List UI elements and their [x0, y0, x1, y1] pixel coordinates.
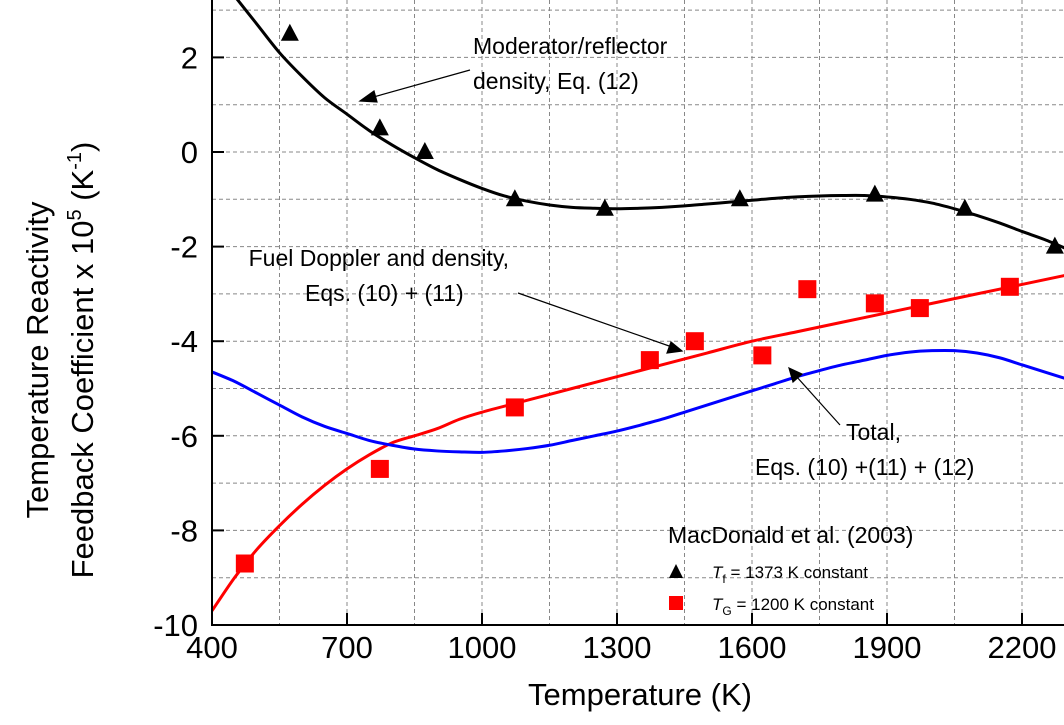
fuel-arrow-line — [517, 292, 673, 348]
data-point-square — [235, 554, 254, 573]
data-point-square — [798, 280, 817, 299]
legend-entry-square-sub: G — [722, 604, 731, 618]
x-tick-label: 2200 — [988, 630, 1057, 665]
data-point-triangle — [415, 142, 434, 159]
y-axis-title-unit-exp: -1 — [64, 152, 86, 170]
legend-marker-square — [669, 596, 683, 610]
data-point-square — [685, 332, 704, 351]
legend-title: MacDonald et al. (2003) — [668, 522, 913, 548]
total-label-line1: Total, — [846, 419, 901, 445]
series-line-fuel_curve — [212, 274, 1064, 612]
annotation-arrows — [358, 69, 841, 426]
fuel-arrow-head — [666, 340, 684, 354]
moderator-arrow-line — [369, 69, 471, 99]
y-tick-label: -8 — [170, 513, 198, 548]
legend-entry-square-text: = 1200 K constant — [732, 595, 875, 614]
y-tick-label: 0 — [181, 135, 198, 170]
series-line-total_curve — [212, 348, 1064, 454]
data-point-triangle — [505, 189, 524, 207]
total-label-line2: Eqs. (10) +(11) + (12) — [755, 454, 974, 480]
x-tick-label: 1600 — [718, 630, 787, 665]
data-point-triangle — [865, 184, 884, 202]
x-tick-label: 400 — [186, 630, 238, 665]
legend-marker-triangle — [669, 564, 683, 578]
plot-frame — [211, 0, 1064, 626]
total-arrow-line — [795, 375, 841, 426]
series-lines — [212, 0, 1064, 612]
data-point-square — [910, 299, 929, 318]
y-axis-title-line1: Temperature Reactivity — [20, 201, 55, 519]
data-point-triangle — [370, 118, 389, 136]
series-line-moderator_curve — [235, 0, 1064, 250]
y-tick-label: 2 — [181, 40, 198, 75]
y-axis-title-prefix: Feedback Coefficient x 10 — [65, 221, 100, 579]
legend-entry-triangle-text: = 1373 K constant — [726, 563, 869, 582]
data-point-triangle — [595, 198, 614, 216]
total-arrow-head — [788, 366, 804, 384]
moderator-label-line1: Moderator/reflector — [473, 33, 668, 59]
y-tick-label: -2 — [170, 230, 198, 265]
x-tick-label: 1300 — [583, 630, 652, 665]
legend-entry-triangle-symbol: T — [712, 563, 724, 582]
data-point-triangle — [955, 198, 974, 216]
axis-ticks: 400 700 1000 1300 1600 1900 2200 2 0 -2 -4 -6 -8 -10 — [153, 40, 1056, 665]
moderator-label-line2: density, Eq. (12) — [473, 68, 639, 94]
series-markers — [235, 23, 1064, 573]
grid-lines — [212, 0, 1064, 625]
x-tick-label: 1000 — [448, 630, 517, 665]
data-point-triangle — [1045, 236, 1064, 254]
legend-entry-square-symbol: T — [712, 595, 724, 614]
x-axis-title: Temperature (K) — [528, 677, 752, 712]
fuel-label-line2: Eqs. (10) + (11) — [305, 280, 464, 306]
y-axis-title-line2: Feedback Coefficient x 105 (K-1) — [64, 142, 100, 579]
legend-entry-triangle: Tf = 1373 K constant — [712, 563, 868, 586]
y-tick-label: -6 — [170, 419, 198, 454]
y-axis-title-unit-close: ) — [65, 142, 100, 152]
legend-entry-square: TG = 1200 K constant — [712, 595, 874, 618]
moderator-arrow-head — [358, 90, 378, 103]
data-point-square — [640, 351, 659, 370]
legend-entry-triangle-sub: f — [722, 572, 726, 586]
fuel-label-line1: Fuel Doppler and density, — [249, 245, 509, 271]
y-tick-label: -10 — [153, 608, 198, 643]
data-point-square — [1000, 277, 1019, 296]
data-point-triangle — [730, 189, 749, 207]
legend: MacDonald et al. (2003) Tf = 1373 K cons… — [668, 522, 913, 618]
y-tick-label: -4 — [170, 324, 198, 359]
data-point-triangle — [280, 23, 299, 41]
data-point-square — [865, 294, 884, 313]
y-axis-title-unit-open: (K — [65, 169, 100, 209]
x-tick-label: 1900 — [853, 630, 922, 665]
data-point-square — [370, 459, 389, 478]
y-axis-title-exp: 5 — [64, 209, 86, 220]
x-tick-label: 700 — [321, 630, 373, 665]
data-point-square — [753, 346, 772, 365]
data-point-square — [505, 398, 524, 417]
